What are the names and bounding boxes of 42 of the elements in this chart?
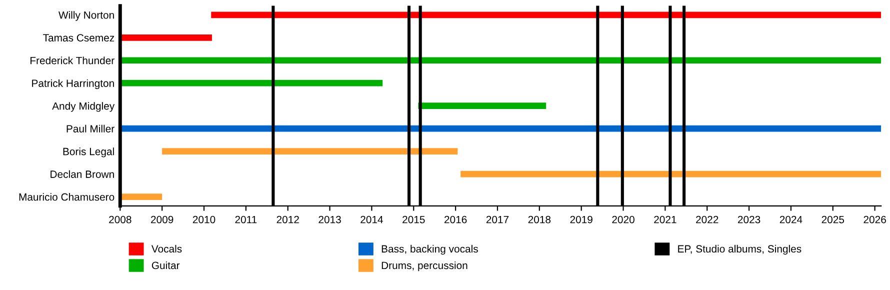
x-tick-label: 2022: [696, 216, 718, 224]
x-tick-label: 2010: [192, 216, 216, 224]
x-tick-label: 2019: [570, 216, 592, 224]
y-tick-label: Mauricio Chamusero: [19, 193, 114, 201]
x-tick-label: 2020: [612, 216, 634, 224]
legend-label: Bass, backing vocals: [382, 244, 478, 255]
bar: [120, 194, 162, 200]
bar: [120, 80, 383, 86]
x-tick-label: 2018: [528, 216, 551, 224]
x-tick-label: 2008: [109, 216, 132, 224]
legend-label: Vocals: [151, 244, 182, 253]
y-tick-label: Boris Legal: [63, 148, 114, 158]
x-tick-label: 2009: [151, 216, 174, 224]
bar: [120, 57, 882, 64]
bar: [120, 34, 212, 41]
x-tick-label: 2014: [360, 216, 383, 224]
x-tick-label: 2015: [402, 216, 425, 224]
x-tick-label: 2013: [318, 216, 341, 224]
y-tick-label: Patrick Harrington: [32, 79, 114, 90]
bar: [418, 102, 546, 110]
legend-label: Guitar: [152, 261, 180, 270]
x-tick-label: 2024: [780, 216, 802, 224]
bar: [162, 148, 458, 155]
legend-label: Drums, percussion: [382, 261, 468, 272]
x-tick-label: 2016: [444, 216, 467, 224]
legend-label: EP, Studio albums, Singles: [678, 244, 802, 255]
bar: [120, 125, 882, 132]
x-tick-label: 2026: [864, 216, 886, 224]
x-tick-label: 2011: [235, 216, 257, 224]
y-tick-label: Paul Miller: [66, 124, 114, 132]
x-tick-label: 2025: [822, 216, 844, 224]
y-tick-label: Frederick Thunder: [30, 56, 114, 64]
bar: [211, 12, 882, 18]
x-tick-label: 2012: [276, 216, 299, 224]
bar: [460, 170, 882, 178]
y-tick-label: Willy Norton: [58, 11, 114, 21]
y-tick-label: Andy Midgley: [52, 102, 115, 112]
x-tick-label: 2023: [738, 216, 760, 224]
y-tick-label: Tamas Csemez: [43, 34, 114, 42]
x-tick-label: 2021: [654, 216, 676, 224]
x-tick-label: 2017: [486, 216, 509, 224]
y-tick-label: Declan Brown: [50, 170, 114, 178]
